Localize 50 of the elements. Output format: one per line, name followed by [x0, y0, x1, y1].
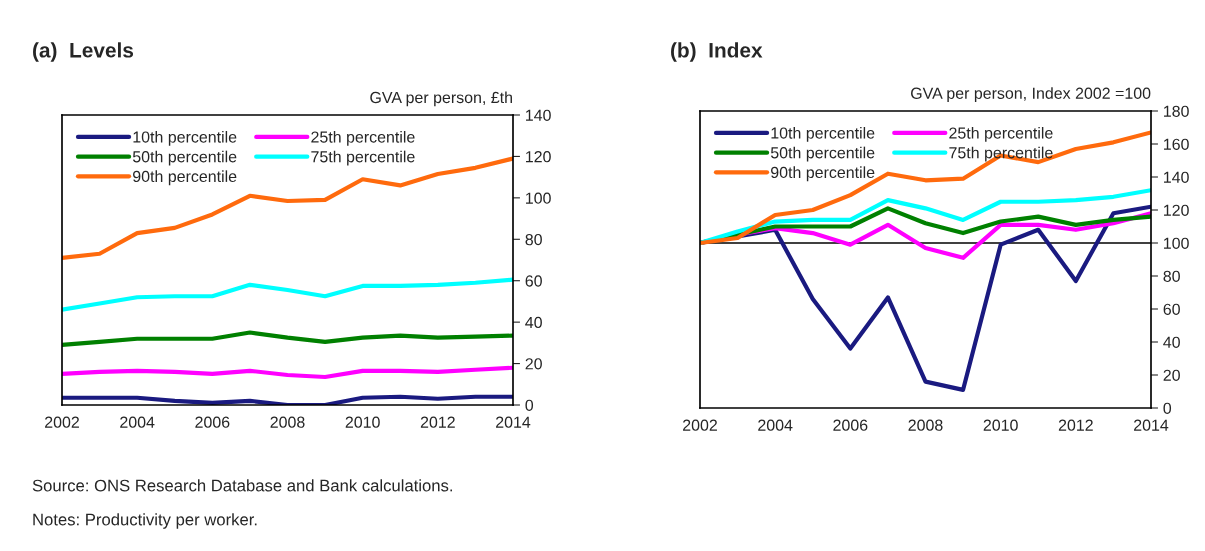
x-tick-label: 2014	[496, 416, 531, 428]
y-axis-title: GVA per person, £th	[370, 91, 512, 107]
y-axis-title: GVA per person, Index 2002 =100	[911, 87, 1151, 103]
text: Notes: Productivity per worker.	[33, 513, 257, 529]
y-tick-label: 40	[525, 316, 542, 329]
x-tick-label: 2010	[983, 419, 1018, 431]
x-tick-label: 2014	[1134, 419, 1169, 431]
legend-label: 25th percentile	[311, 130, 415, 146]
legend-label: 90th percentile	[133, 170, 237, 186]
y-tick-label: 180	[1164, 105, 1189, 117]
x-tick-label: 2002	[683, 419, 717, 431]
y-tick-label: 80	[525, 233, 542, 246]
y-tick-label: 20	[1163, 369, 1180, 381]
legend-label: 10th percentile	[771, 126, 875, 142]
y-tick-label: 40	[1163, 336, 1180, 348]
x-tick-label: 2008	[908, 419, 943, 431]
x-tick-label: 2002	[45, 416, 79, 428]
y-tick-label: 140	[526, 109, 551, 121]
x-tick-label: 2006	[195, 416, 230, 428]
legend-label: 75th percentile	[311, 150, 415, 166]
x-tick-label: 2010	[345, 416, 380, 428]
chart-title: (b) Index	[671, 42, 763, 62]
y-tick-label: 120	[1164, 204, 1189, 216]
y-tick-label: 20	[525, 358, 542, 370]
y-tick-label: 80	[1163, 270, 1180, 282]
y-tick-label: 0	[1163, 402, 1172, 414]
y-tick-label: 160	[1164, 138, 1189, 150]
x-tick-label: 2012	[420, 416, 455, 428]
x-tick-label: 2006	[833, 419, 868, 431]
x-tick-label: 2004	[120, 416, 155, 428]
y-tick-label: 140	[1164, 171, 1189, 183]
x-tick-label: 2008	[270, 416, 305, 428]
y-tick-label: 0	[525, 399, 534, 411]
y-tick-label: 60	[1163, 303, 1180, 315]
source-note: Source: ONS Research Database and Bank calculations.	[32, 479, 452, 492]
y-tick-label: 60	[525, 275, 542, 287]
legend-label: 90th percentile	[771, 166, 875, 182]
y-tick-label: 100	[1164, 237, 1189, 249]
x-tick-label: 2012	[1058, 419, 1093, 431]
line-series	[62, 365, 513, 380]
legend-label: 50th percentile	[770, 146, 875, 162]
line-series	[62, 330, 513, 348]
legend-label: 50th percentile	[132, 150, 237, 166]
y-tick-label: 120	[526, 151, 551, 163]
line-series	[62, 277, 513, 312]
legend-label: 10th percentile	[133, 130, 237, 146]
chart-title: (a) Levels	[33, 42, 134, 62]
y-tick-label: 100	[526, 192, 551, 204]
x-tick-label: 2004	[758, 419, 793, 431]
legend-label: 25th percentile	[949, 126, 1053, 142]
